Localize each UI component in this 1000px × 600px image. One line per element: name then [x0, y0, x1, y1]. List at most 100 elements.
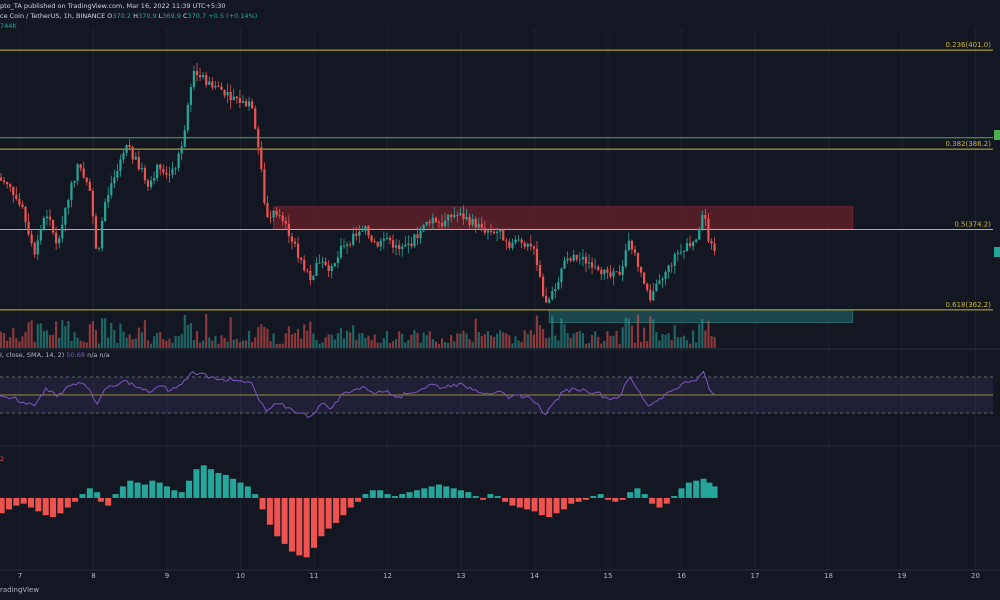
candle-body: [260, 147, 263, 170]
candle-body: [422, 224, 425, 232]
volume-bar: [569, 338, 572, 348]
candle-body: [143, 167, 147, 181]
candle-body: [51, 219, 55, 233]
candle-body: [12, 186, 15, 196]
macd-bar: [421, 488, 428, 498]
volume-bar: [177, 336, 180, 348]
candle-body: [382, 238, 385, 241]
candle-body: [701, 214, 704, 230]
candle-body: [670, 265, 673, 267]
fib-levels: 0.236(401.0) 0.382(386.2) 0.5(374.2) 0.618(…: [0, 41, 993, 311]
candle-body: [590, 262, 594, 268]
candle-body: [575, 254, 578, 260]
volume-bar: [541, 329, 545, 348]
candle-body: [342, 245, 346, 247]
candle-body: [336, 257, 339, 264]
volume-bar: [551, 316, 554, 348]
candle-body: [560, 268, 563, 283]
candle-body: [208, 81, 211, 85]
candle-body: [437, 221, 441, 223]
volume-bar: [275, 343, 278, 348]
macd-bar: [391, 496, 398, 498]
candle-body: [73, 180, 76, 183]
macd-bar: [516, 497, 523, 508]
volume-bar: [450, 335, 453, 348]
macd-bar: [274, 497, 281, 537]
candle-body: [658, 280, 661, 284]
volume-bar: [382, 338, 385, 348]
macd-bar: [656, 497, 663, 508]
macd-bar: [28, 497, 35, 508]
macd-bar: [612, 497, 619, 502]
macd-bar: [208, 469, 215, 498]
volume-bar: [293, 332, 297, 348]
volume-bar: [630, 325, 633, 348]
candle-body: [416, 234, 419, 239]
volume-bar: [67, 321, 70, 348]
candle-body: [211, 81, 214, 88]
candle-body: [137, 156, 140, 170]
macd-bar: [663, 497, 670, 504]
volume-bar: [698, 324, 701, 348]
volume-bar: [370, 340, 373, 348]
macd-bar: [568, 497, 575, 504]
candle-body: [15, 195, 18, 200]
candle-body: [251, 101, 254, 109]
macd-bar: [141, 484, 148, 498]
ohlc-l: 369.9: [162, 12, 181, 20]
candle-body: [514, 239, 517, 243]
candle-body: [477, 223, 480, 228]
volume-bar: [284, 333, 287, 348]
candle-body: [398, 245, 401, 250]
volume-bar: [327, 334, 330, 348]
candle-body: [511, 242, 514, 248]
candle-body: [526, 243, 529, 247]
volume-bar: [321, 342, 324, 348]
volume-bar: [48, 335, 52, 348]
ohlc-h: 370.9: [137, 12, 157, 20]
volume-bar: [214, 335, 217, 348]
macd-bar: [112, 494, 119, 498]
candle-body: [333, 263, 336, 267]
volume-bar: [324, 337, 327, 348]
macd-bar: [13, 497, 20, 506]
fib-label-0.618: 0.618(362.2): [945, 301, 991, 309]
candle-body: [462, 213, 465, 220]
candle-body: [541, 276, 545, 296]
volume-bar: [710, 336, 713, 348]
volume-bar: [557, 340, 560, 348]
macd-bar: [435, 484, 442, 498]
candle-body: [584, 256, 588, 264]
volume-bar: [211, 340, 214, 348]
candle-body: [306, 270, 309, 272]
volume-bar: [391, 341, 395, 348]
macd-bar: [222, 474, 229, 498]
macd-bar: [641, 494, 648, 498]
volume-bar: [257, 327, 260, 348]
volume-bar: [97, 343, 101, 348]
candle-body: [153, 178, 156, 181]
x-tick-label: 8: [91, 572, 95, 580]
volume-bar: [486, 331, 490, 348]
volume-bar: [655, 332, 658, 348]
candle-body: [496, 231, 499, 234]
macd-bar: [706, 482, 713, 498]
candle-body: [643, 272, 646, 284]
macd-bar: [237, 482, 244, 498]
volume-bar: [254, 337, 257, 348]
volume-bar: [339, 328, 343, 348]
volume-bars: [0, 314, 716, 348]
macd-bar: [355, 497, 362, 502]
candle-body: [269, 217, 272, 218]
rsi-legend: I, close, SMA, 14, 2) 50.68 n/a n/a: [0, 351, 110, 359]
volume-bar: [247, 330, 251, 348]
macd-bar: [649, 497, 656, 504]
candle-body: [76, 164, 79, 181]
candle-body: [275, 210, 278, 216]
volume-bar: [545, 338, 548, 348]
macd-bar: [35, 497, 42, 512]
volume-bar: [143, 320, 147, 348]
volume-bar: [652, 319, 655, 348]
macd-bar: [311, 497, 317, 548]
